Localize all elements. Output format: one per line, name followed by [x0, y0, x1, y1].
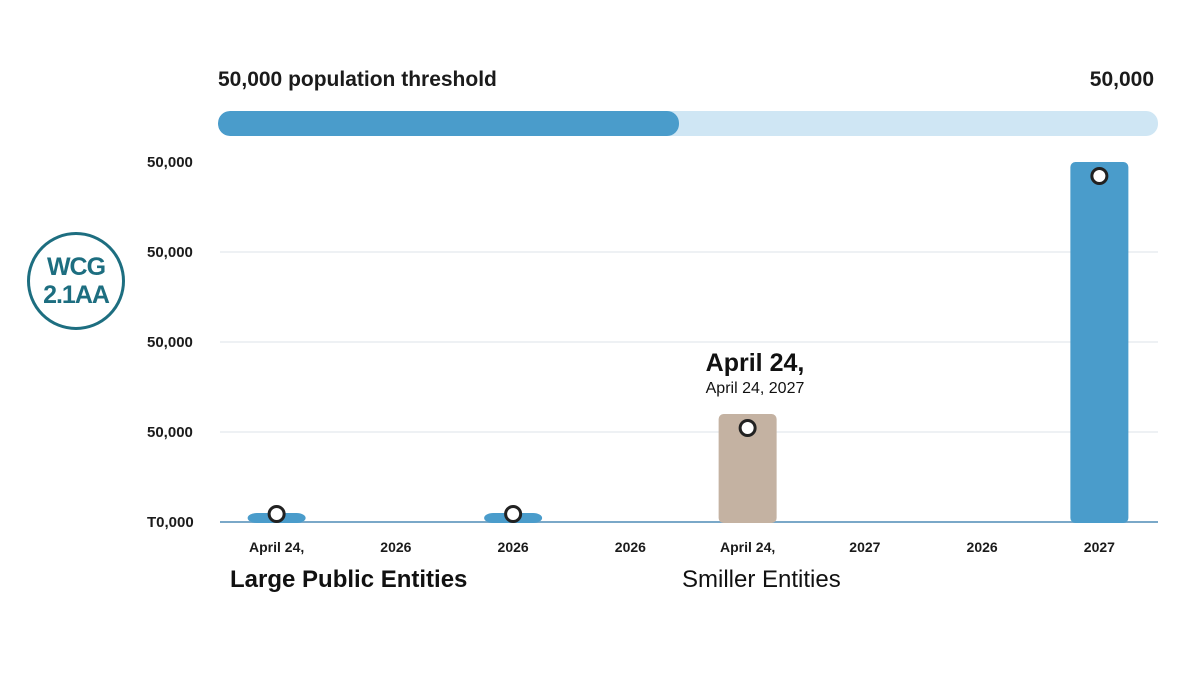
y-tick-label: 50,000 [147, 424, 193, 441]
x-tick-label: 2026 [498, 539, 529, 555]
wcag-badge: WCG 2.1AA [27, 232, 125, 330]
annotation-title: April 24, [705, 349, 805, 377]
y-tick-label: 50,000 [147, 244, 193, 261]
threshold-value: 50,000 [1089, 68, 1154, 91]
badge-line1: WCG [46, 253, 106, 281]
group-label-smaller: Smiller Entities [682, 566, 841, 593]
y-tick-label: T0,000 [147, 514, 194, 531]
annotation-subtitle: April 24, 2027 [705, 380, 805, 397]
annotation: April 24, April 24, 2027 [655, 349, 855, 398]
bar [718, 414, 777, 523]
x-tick-label: 2026 [380, 539, 411, 555]
group-label-large: Large Public Entities [230, 566, 468, 593]
bar-marker [267, 505, 286, 523]
threshold-progress-bar [218, 111, 1158, 136]
x-tick-label: 2027 [1084, 539, 1115, 555]
x-tick-label: 2026 [967, 539, 998, 555]
bar-marker [504, 505, 523, 523]
x-tick-label: April 24, [249, 539, 304, 555]
bar-marker [738, 419, 757, 437]
x-tick-label: April 24, [720, 539, 775, 555]
badge-line2: 2.1AA [43, 281, 110, 309]
y-tick-label: 50,000 [147, 334, 193, 351]
bar-marker [1090, 167, 1109, 185]
bar [1070, 162, 1129, 523]
x-tick-label: 2026 [615, 539, 646, 555]
threshold-label: 50,000 population threshold [218, 68, 497, 91]
x-tick-label: 2027 [849, 539, 880, 555]
threshold-progress-fill [218, 111, 679, 136]
y-tick-label: 50,000 [147, 154, 193, 171]
